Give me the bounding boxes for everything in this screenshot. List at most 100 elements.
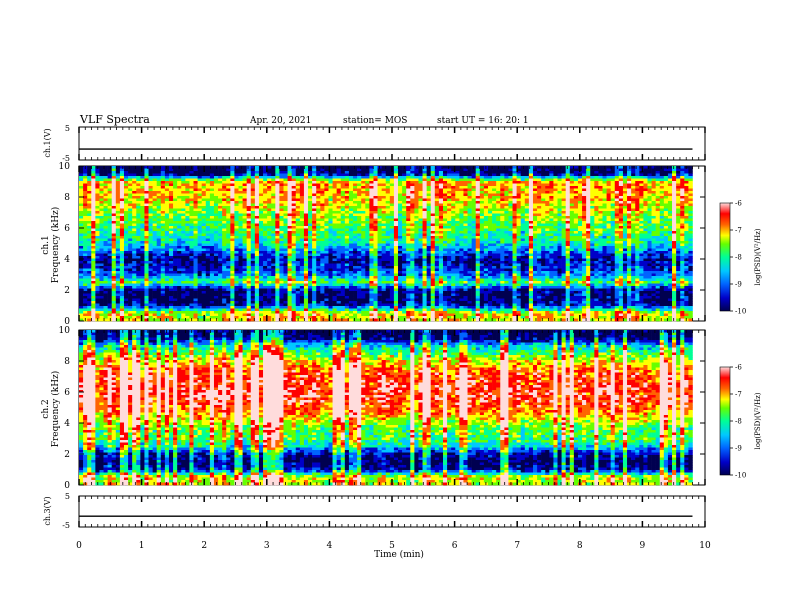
spectrogram-cell	[656, 241, 660, 244]
spectrogram-cell	[545, 234, 549, 237]
spectrogram-cell	[459, 179, 463, 182]
spectrogram-cell	[185, 226, 189, 229]
spectrogram-cell	[553, 191, 557, 194]
spectrogram-cell	[394, 214, 398, 217]
spectrogram-cell	[480, 199, 484, 202]
spectrogram-cell	[234, 231, 238, 234]
spectrogram-cell	[296, 206, 300, 209]
spectrogram-cell	[230, 209, 234, 212]
spectrogram-cell	[455, 231, 459, 234]
spectrogram-cell	[517, 216, 521, 219]
spectrogram-cell	[447, 224, 451, 227]
spectrogram-cell	[443, 204, 447, 207]
spectrogram-cell	[243, 181, 247, 184]
spectrogram-cell	[394, 204, 398, 207]
spectrogram-cell	[91, 236, 95, 239]
spectrogram-cell	[603, 199, 607, 202]
spectrogram-cell	[447, 174, 451, 177]
spectrogram-cell	[173, 181, 177, 184]
spectrogram-cell	[173, 204, 177, 207]
spectrogram-cell	[79, 189, 83, 192]
spectrogram-cell	[459, 191, 463, 194]
spectrogram-cell	[562, 176, 566, 179]
spectrogram-cell	[398, 209, 402, 212]
spectrogram-cell	[639, 204, 643, 207]
spectrogram-cell	[688, 239, 692, 242]
spectrogram-cell	[668, 206, 672, 209]
spectrogram-cell	[361, 176, 365, 179]
spectrogram-cell	[144, 219, 148, 222]
spectrogram-cell	[619, 179, 623, 182]
spectrogram-cell	[369, 214, 373, 217]
spectrogram-cell	[418, 206, 422, 209]
spectrogram-cell	[247, 234, 251, 237]
spectrogram-cell	[104, 199, 108, 202]
spectrogram-cell	[590, 206, 594, 209]
spectrogram-cell	[214, 191, 218, 194]
spectrogram-cell	[566, 226, 570, 229]
spectrogram-cell	[586, 206, 590, 209]
spectrogram-cell	[660, 196, 664, 199]
spectrogram-cell	[541, 244, 545, 247]
spectrogram-cell	[255, 239, 259, 242]
spectrogram-cell	[312, 196, 316, 199]
spectrogram-cell	[369, 171, 373, 174]
spectrogram-cell	[594, 214, 598, 217]
spectrogram-cell	[570, 241, 574, 244]
spectrogram-cell	[402, 171, 406, 174]
spectrogram-cell	[635, 189, 639, 192]
spectrogram-cell	[161, 231, 165, 234]
spectrogram-cell	[304, 246, 308, 249]
spectrogram-cell	[324, 236, 328, 239]
spectrogram-cell	[443, 231, 447, 234]
spectrogram-cell	[116, 226, 120, 229]
spectrogram-cell	[529, 221, 533, 224]
spectrogram-cell	[541, 179, 545, 182]
spectrogram-cell	[79, 219, 83, 222]
spectrogram-cell	[427, 239, 431, 242]
spectrogram-cell	[607, 214, 611, 217]
spectrogram-cell	[333, 236, 337, 239]
spectrogram-cell	[198, 184, 202, 187]
spectrogram-cell	[120, 216, 124, 219]
spectrogram-cell	[541, 184, 545, 187]
spectrogram-cell	[337, 219, 341, 222]
spectrogram-cell	[541, 171, 545, 174]
spectrogram-cell	[345, 241, 349, 244]
spectrogram-cell	[149, 179, 153, 182]
spectrogram-cell	[488, 229, 492, 232]
spectrogram-cell	[480, 211, 484, 214]
spectrogram-cell	[472, 189, 476, 192]
spectrogram-cell	[611, 196, 615, 199]
spectrogram-cell	[545, 239, 549, 242]
spectrogram-cell	[214, 199, 218, 202]
spectrogram-cell	[553, 204, 557, 207]
spectrogram-cell	[95, 196, 99, 199]
spectrogram-cell	[259, 204, 263, 207]
spectrogram-cell	[202, 189, 206, 192]
spectrogram-cell	[566, 221, 570, 224]
spectrogram-cell	[480, 221, 484, 224]
spectrogram-cell	[639, 181, 643, 184]
spectrogram-cell	[562, 174, 566, 177]
spectrogram-cell	[639, 189, 643, 192]
spectrogram-cell	[521, 186, 525, 189]
spectrogram-cell	[288, 179, 292, 182]
spectrogram-cell	[652, 211, 656, 214]
spectrogram-cell	[496, 196, 500, 199]
spectrogram-cell	[116, 244, 120, 247]
spectrogram-cell	[688, 201, 692, 204]
spectrogram-cell	[463, 239, 467, 242]
spectrogram-cell	[173, 209, 177, 212]
spectrogram-cell	[680, 199, 684, 202]
spectrogram-cell	[263, 219, 267, 222]
spectrogram-cell	[267, 186, 271, 189]
spectrogram-cell	[660, 166, 664, 169]
spectrogram-cell	[558, 221, 562, 224]
spectrogram-cell	[365, 229, 369, 232]
spectrogram-cell	[255, 246, 259, 249]
spectrogram-cell	[480, 219, 484, 222]
spectrogram-cell	[328, 214, 332, 217]
spectrogram-cell	[521, 239, 525, 242]
spectrogram-cell	[631, 244, 635, 247]
